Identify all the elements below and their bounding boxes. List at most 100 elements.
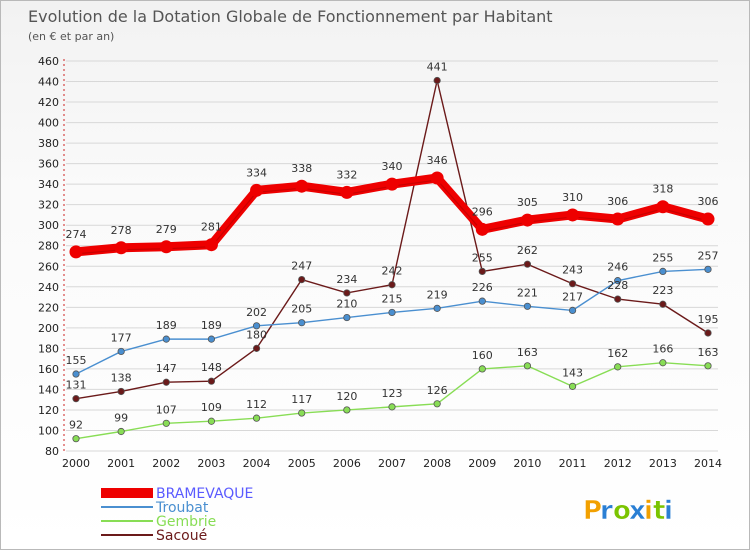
x-tick-label: 2009 (468, 457, 496, 470)
data-point (523, 362, 532, 370)
y-tick-label: 340 (38, 178, 59, 191)
y-tick-label: 120 (38, 404, 59, 417)
data-point (475, 222, 489, 236)
data-point (704, 329, 712, 337)
x-tick-label: 2003 (197, 457, 225, 470)
data-label: 346 (427, 154, 448, 167)
data-point (162, 378, 170, 386)
data-label: 332 (336, 168, 357, 181)
data-label: 255 (652, 251, 673, 264)
data-label: 255 (472, 251, 493, 264)
data-label: 162 (607, 347, 628, 360)
data-label: 246 (607, 261, 628, 274)
y-tick-label: 320 (38, 199, 59, 212)
data-label: 279 (156, 223, 177, 236)
data-label: 117 (291, 393, 312, 406)
data-label: 177 (111, 331, 132, 344)
data-label: 189 (201, 319, 222, 332)
chart-title: Evolution de la Dotation Globale de Fonc… (28, 7, 553, 26)
x-tick-label: 2001 (107, 457, 135, 470)
y-tick-label: 380 (38, 137, 59, 150)
data-point (114, 241, 128, 255)
data-point (433, 76, 441, 85)
axes: 80 100 120 140 160 180 200 220 240 260 280 300 320 34… (38, 55, 722, 470)
data-point (159, 240, 173, 254)
data-label: 210 (336, 298, 357, 311)
data-label: 126 (427, 384, 448, 397)
data-label: 306 (607, 195, 628, 208)
data-point (614, 295, 622, 303)
data-point (614, 277, 622, 285)
data-point (566, 208, 580, 222)
x-tick-label: 2011 (559, 457, 587, 470)
data-point (340, 185, 354, 199)
x-tick-label: 2000 (62, 457, 90, 470)
data-label: 180 (246, 328, 267, 341)
data-point (614, 363, 622, 371)
data-point (659, 359, 667, 367)
data-label: 278 (111, 224, 132, 237)
y-tick-label: 420 (38, 96, 59, 109)
data-label: 274 (66, 228, 87, 241)
data-label: 202 (246, 306, 267, 319)
data-point (207, 417, 216, 425)
data-point (385, 177, 399, 191)
data-label: 306 (698, 195, 719, 208)
data-label: 219 (427, 288, 448, 301)
y-tick-label: 440 (38, 76, 59, 89)
data-point (388, 308, 396, 317)
data-point (295, 179, 309, 193)
y-tick-label: 260 (38, 260, 59, 273)
legend-label: Sacoué (156, 528, 207, 544)
data-label: 257 (698, 249, 719, 262)
data-label: 163 (698, 346, 719, 359)
y-tick-label: 400 (38, 117, 59, 130)
data-label: 205 (291, 303, 312, 316)
data-point (701, 212, 715, 226)
data-label: 221 (517, 286, 538, 299)
data-point (207, 335, 216, 343)
data-point (568, 306, 577, 314)
data-label: 441 (427, 61, 448, 74)
data-label: 217 (562, 290, 583, 303)
data-point (162, 335, 170, 343)
data-label: 138 (111, 371, 132, 384)
data-point (478, 267, 486, 275)
data-label: 189 (156, 319, 177, 332)
data-point (72, 395, 80, 403)
x-tick-label: 2004 (243, 457, 271, 470)
data-label: 120 (336, 390, 357, 403)
series-lines (69, 76, 715, 443)
data-point (611, 212, 625, 226)
y-tick-label: 300 (38, 219, 59, 232)
logo-letter: i (664, 496, 673, 526)
data-point (523, 260, 532, 268)
data-label: 195 (698, 313, 719, 326)
data-point (656, 200, 670, 214)
x-tick-label: 2006 (333, 457, 361, 470)
data-point (433, 304, 441, 312)
data-point (250, 183, 264, 197)
data-point (568, 280, 577, 288)
y-tick-label: 200 (38, 322, 59, 335)
data-point (162, 419, 170, 427)
data-point (298, 409, 306, 417)
legend-label: BRAMEVAQUE (156, 486, 253, 502)
chart-subtitle: (en € et par an) (28, 30, 114, 43)
data-label: 223 (652, 284, 673, 297)
y-tick-label: 100 (38, 424, 59, 437)
data-label: 296 (472, 205, 493, 218)
data-point (478, 365, 486, 373)
data-point (207, 377, 216, 385)
data-point (568, 382, 577, 390)
data-point (704, 265, 712, 273)
y-tick-label: 80 (45, 445, 59, 458)
data-label: 112 (246, 398, 267, 411)
data-point (204, 238, 218, 252)
data-point (252, 414, 261, 422)
data-point (704, 362, 712, 370)
data-label: 92 (69, 419, 83, 432)
data-point (478, 297, 486, 305)
y-tick-label: 220 (38, 301, 59, 314)
